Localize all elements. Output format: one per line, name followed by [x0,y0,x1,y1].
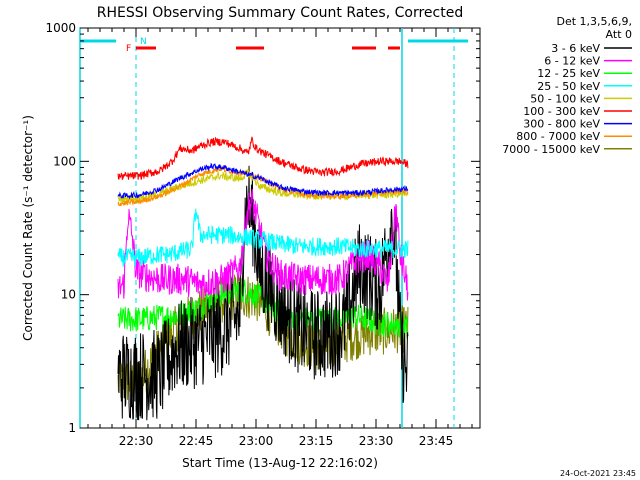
x-tick-label: 22:45 [179,434,214,448]
legend-header-line-2: Att 0 [606,28,632,41]
series-line-3-6-kev [117,165,409,421]
series-line-300-800-kev [117,162,409,200]
x-axis-label: Start Time (13-Aug-12 22:16:02) [182,456,378,470]
y-tick-label: 10 [61,288,76,302]
legend-header-line-1: Det 1,3,5,6,9, [556,15,632,28]
x-tick-label: 23:30 [359,434,394,448]
x-tick-label: 22:30 [119,434,154,448]
legend-label-12-25-kev: 12 - 25 keV [537,67,600,80]
y-tick-label: 1000 [45,21,76,35]
y-tick-label: 1 [68,421,76,435]
legend-label-800-7000-kev: 800 - 7000 keV [516,130,600,143]
chart-title: RHESSI Observing Summary Count Rates, Co… [97,5,463,21]
series-line-25-50-kev [117,208,409,267]
legend-label-3-6-kev: 3 - 6 keV [551,42,600,55]
series-line-100-300-kev [117,136,409,180]
legend-label-300-800-kev: 300 - 800 keV [523,118,600,131]
series-line-6-12-kev [117,188,409,301]
y-tick-label: 100 [53,154,76,168]
x-tick-label: 23:00 [239,434,274,448]
series-line-50-100-kev [117,169,409,204]
legend-label-25-50-kev: 25 - 50 keV [537,80,600,93]
x-tick-label: 23:15 [299,434,334,448]
date-stamp: 24-Oct-2021 23:45 [560,469,636,478]
y-axis: 1 10 100 1000 [45,21,480,435]
legend-label-6-12-kev: 6 - 12 keV [544,55,600,68]
legend-label-50-100-kev: 50 - 100 keV [530,92,600,105]
x-axis: 22:30 22:45 23:00 23:15 23:30 23:45 [87,28,473,448]
flare-flag-label: F [126,44,131,54]
legend-label-100-300-kev: 100 - 300 keV [523,105,600,118]
night-flag-label: N [140,37,147,47]
series-layer [117,136,409,421]
legend-label-7000-15000-kev: 7000 - 15000 keV [502,143,600,156]
x-tick-label: 23:45 [419,434,454,448]
y-axis-label: Corrected Count Rate (s⁻¹ detector⁻¹) [21,115,35,341]
